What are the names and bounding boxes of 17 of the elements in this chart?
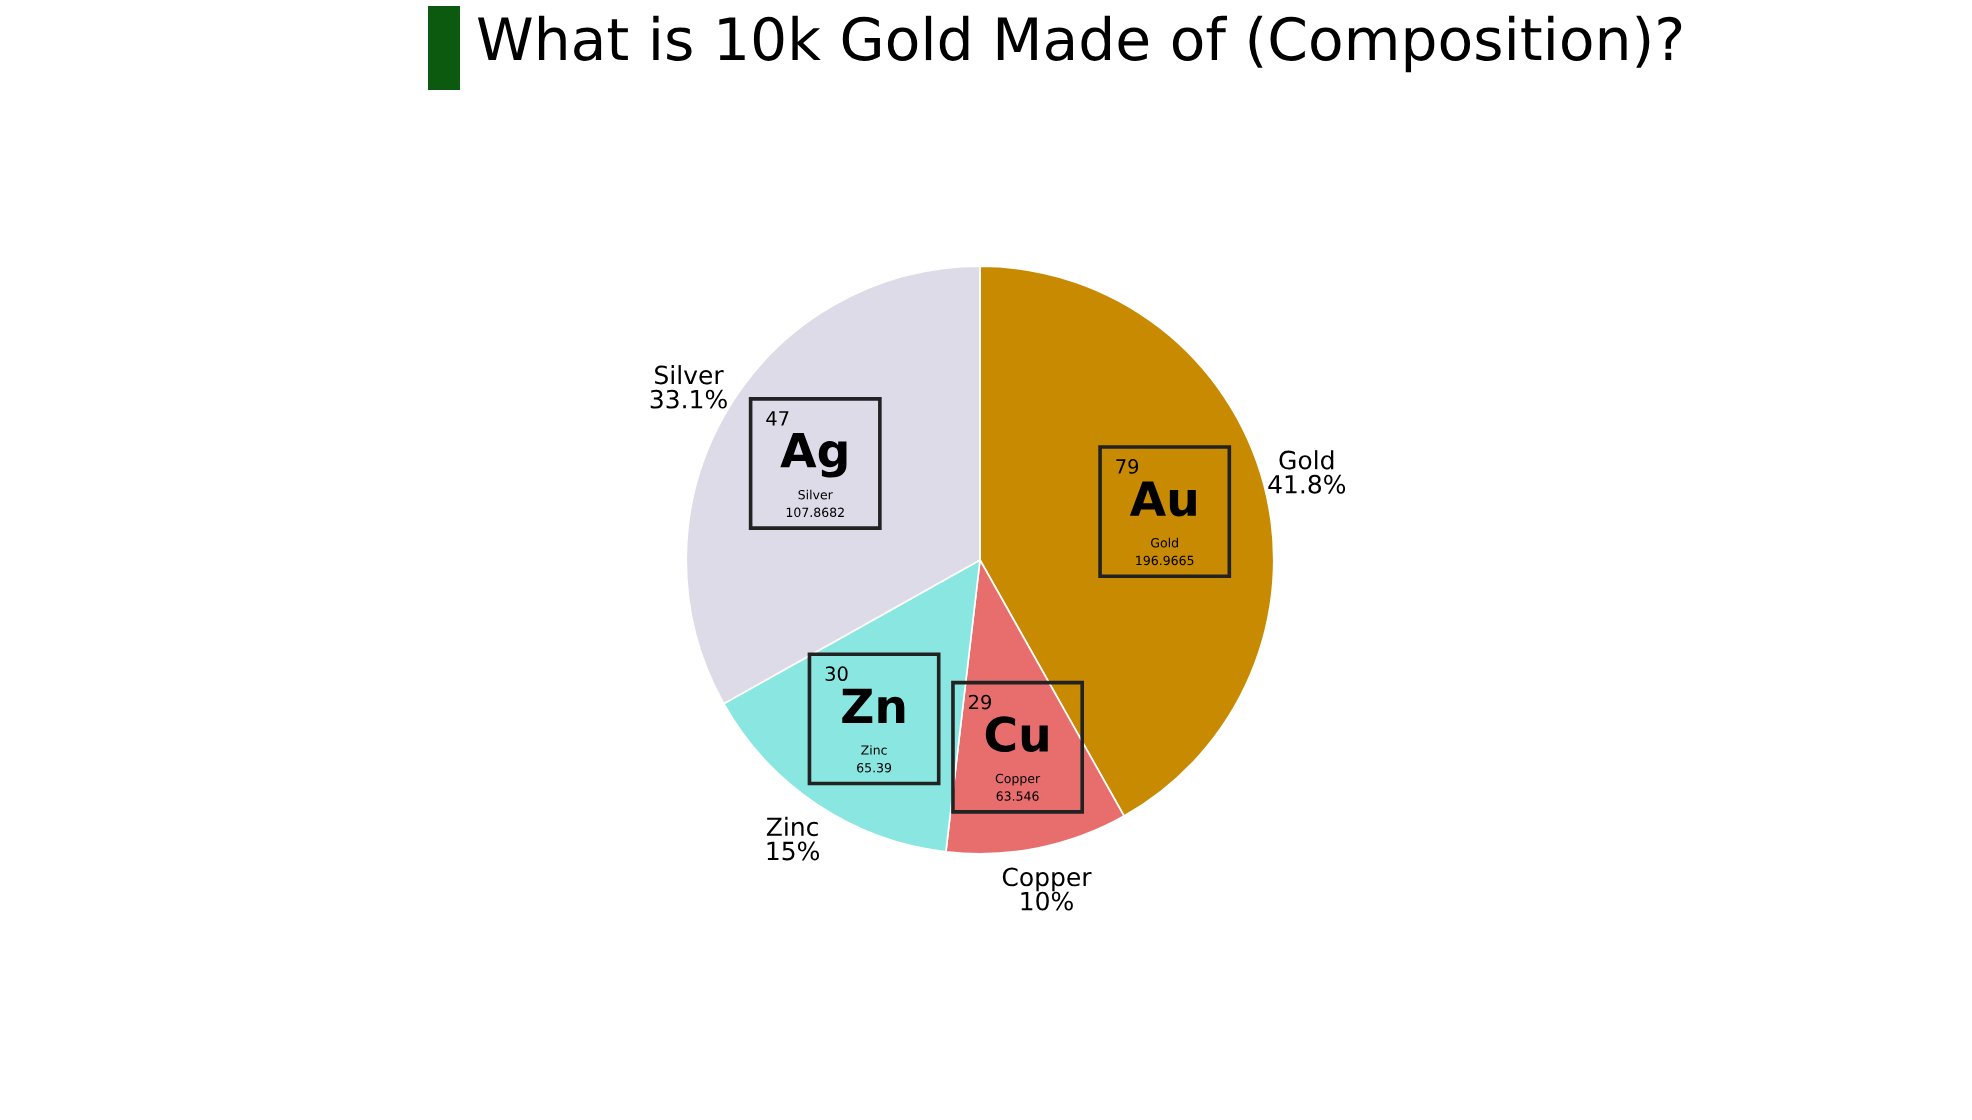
slice-label: Zinc [766,816,818,837]
chart-title: What is 10k Gold Made of (Composition)? [477,15,1682,73]
text: 30 [825,666,848,682]
data-label: 33.1% [650,389,727,409]
text: 29 [969,694,992,710]
slice-label: Silver [655,365,724,385]
data-label: 15% [767,841,819,861]
slice-label: Gold [1279,450,1334,470]
data-label: 10% [1021,891,1073,911]
text: 47 [766,411,789,426]
slice-label: Copper [1002,867,1092,892]
text: Au [1129,481,1196,517]
text: Cu [985,716,1048,753]
text: Ag [780,432,847,478]
text: Zn [842,688,905,724]
data-label: 41.8% [1268,474,1346,494]
text: 79 [1116,459,1139,474]
